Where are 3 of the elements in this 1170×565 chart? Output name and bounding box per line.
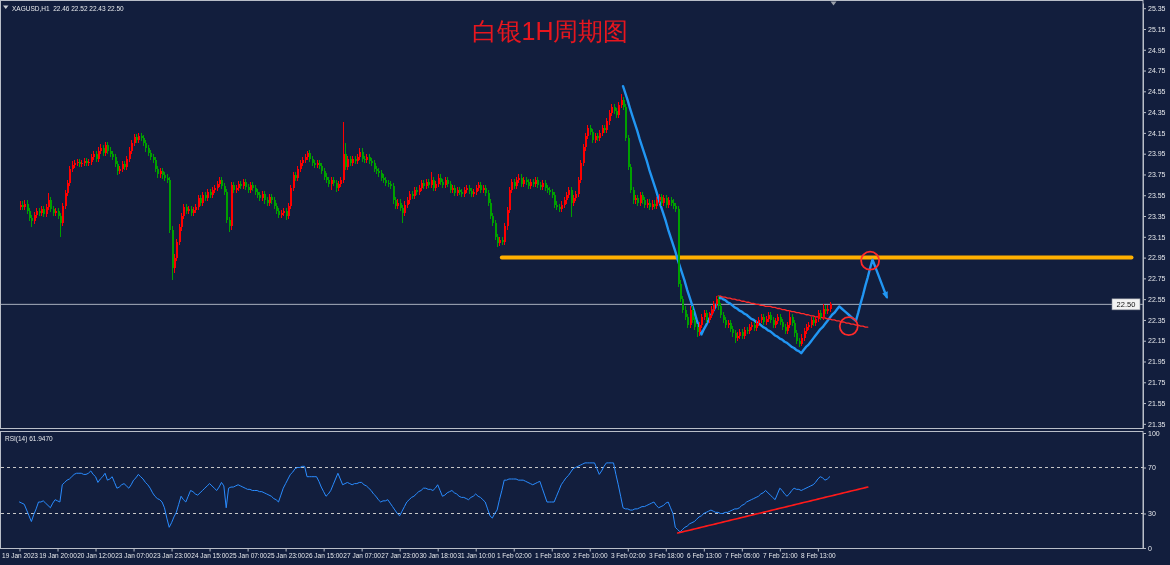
line-series [19,462,831,533]
text: 白银1H周期图 [471,17,629,45]
line-series [676,486,869,534]
